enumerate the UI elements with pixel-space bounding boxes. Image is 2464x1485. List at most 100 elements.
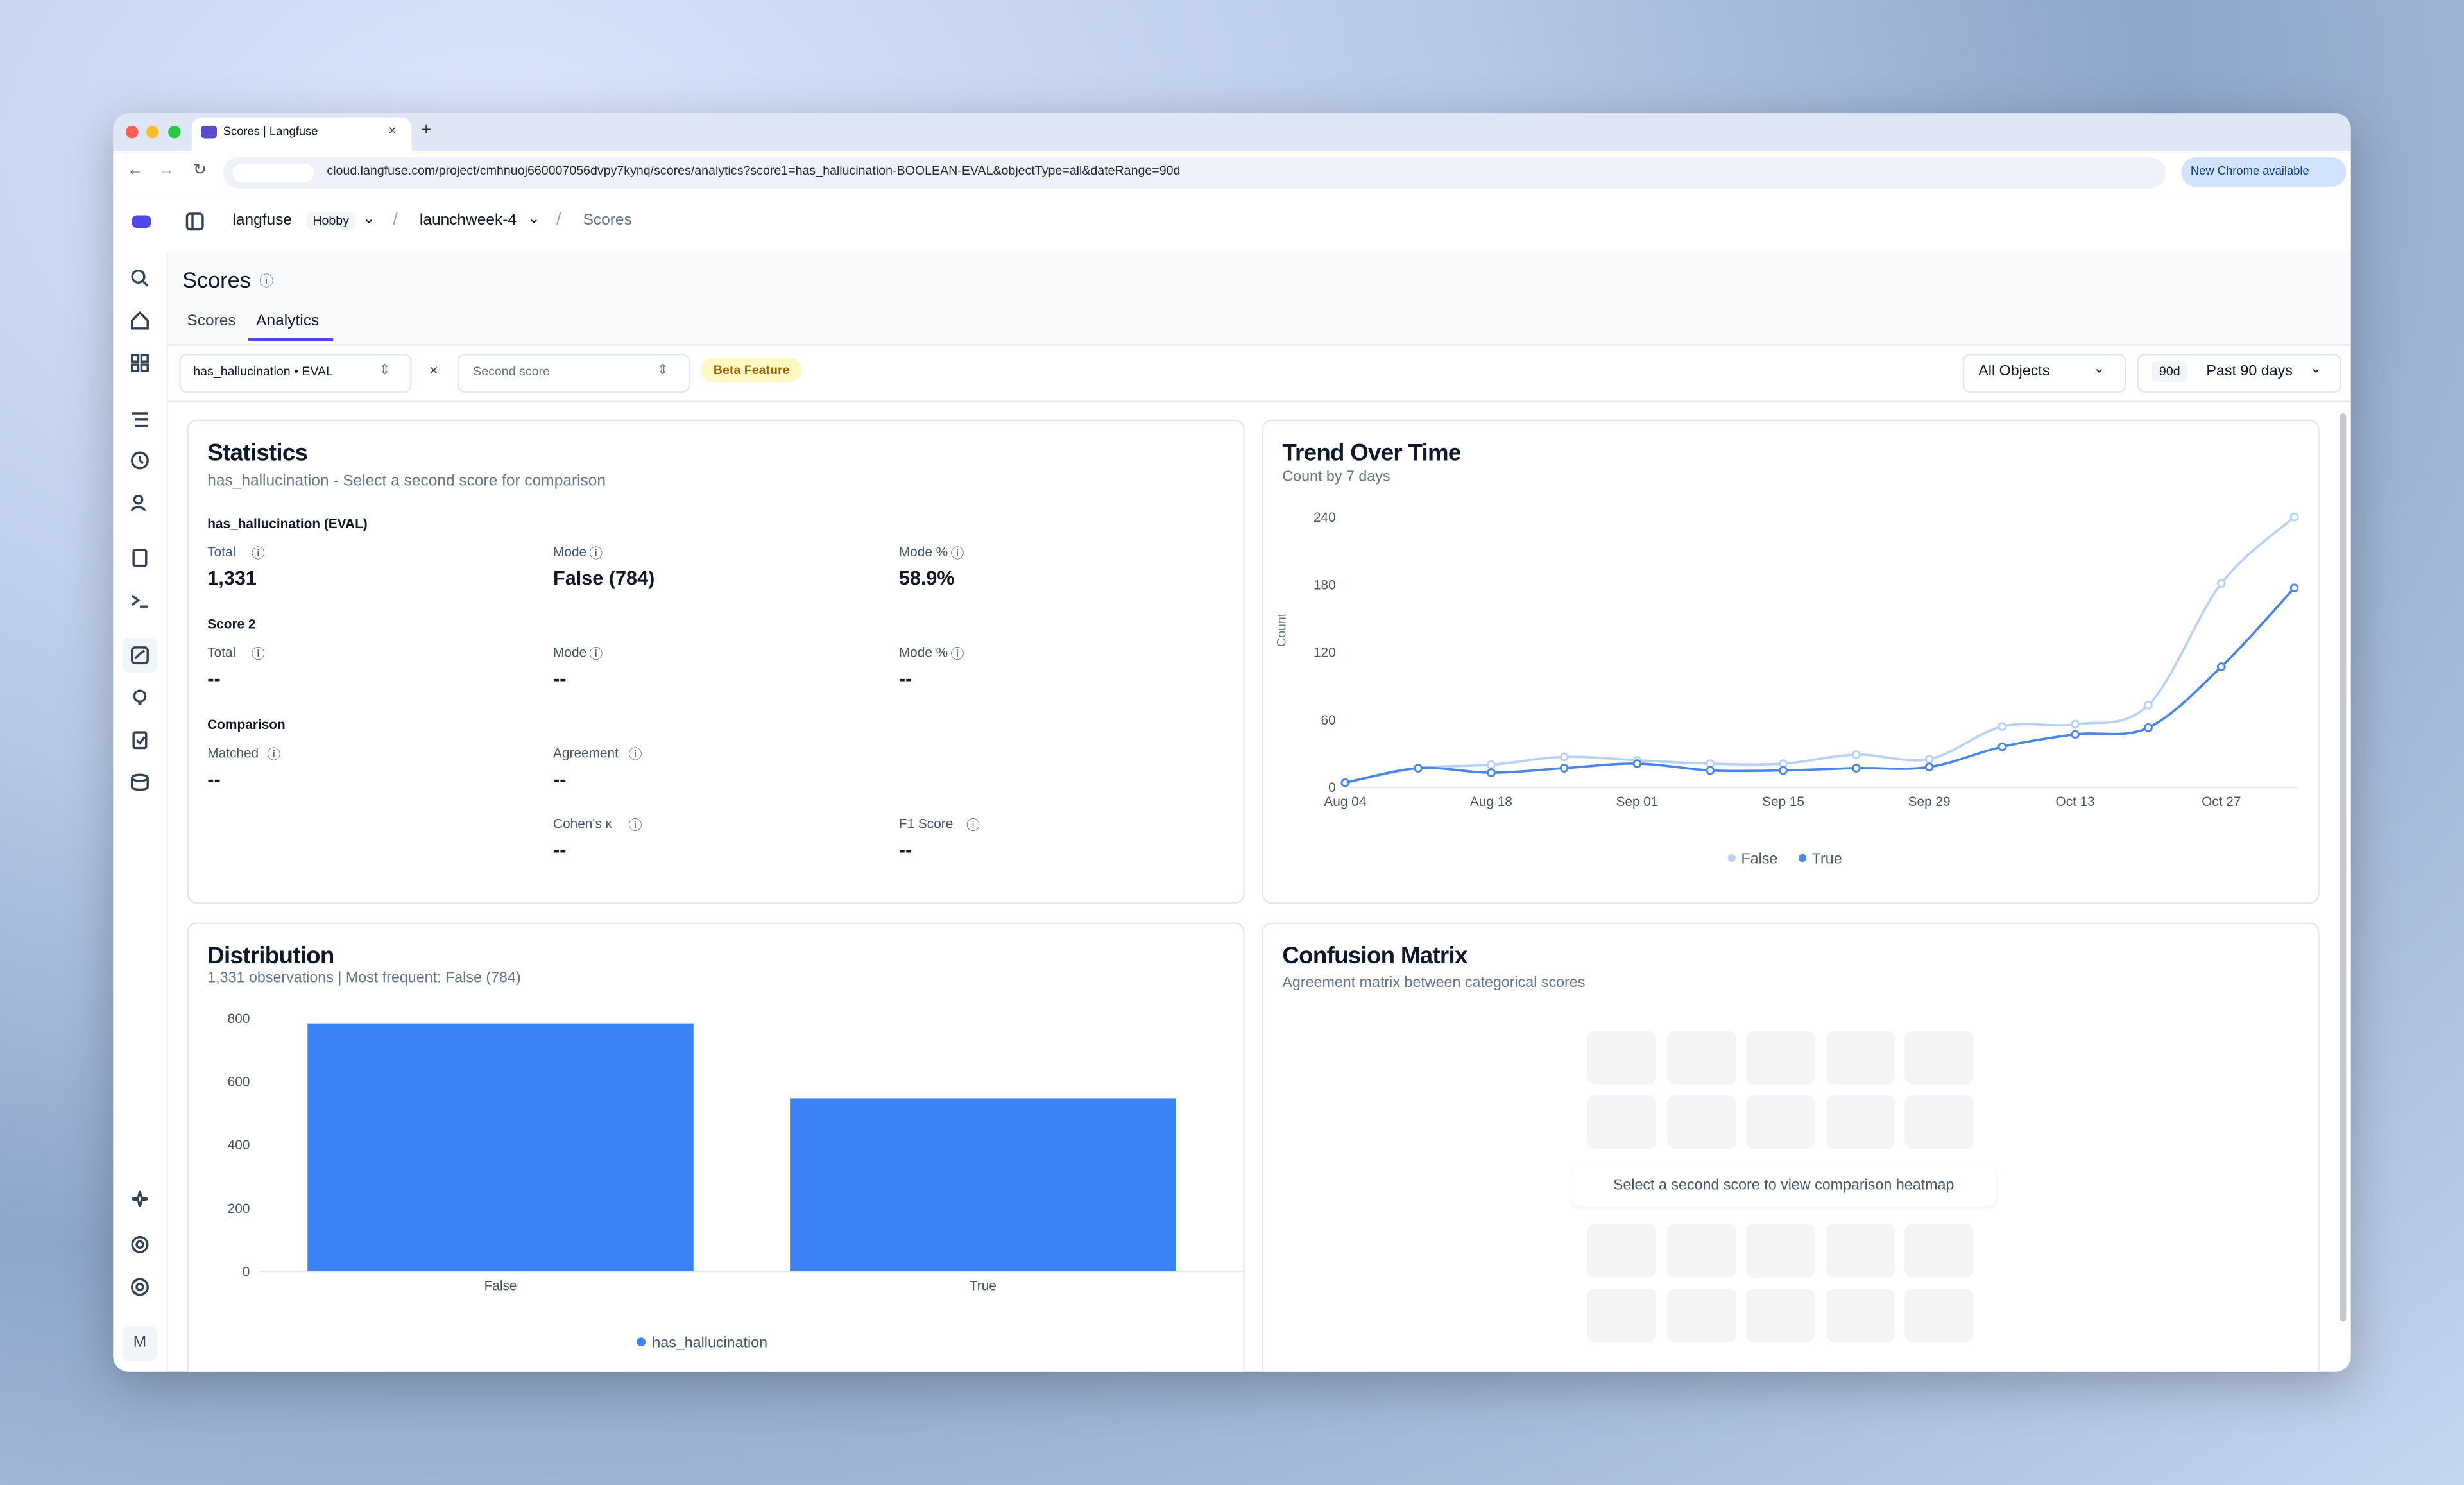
tab-active[interactable]: Analytics: [256, 313, 320, 330]
dashboard-icon[interactable]: [130, 354, 149, 372]
stat-value: False (784): [553, 567, 655, 590]
empty-message: Select a second score to view comparison…: [1571, 1165, 1996, 1207]
support-icon[interactable]: [130, 1278, 149, 1296]
sessions-icon[interactable]: [130, 451, 149, 470]
update-button[interactable]: [2181, 157, 2347, 187]
grid-cell: [1904, 1031, 1974, 1085]
stat-label: Agreement: [553, 744, 619, 761]
app-header: [113, 194, 2351, 253]
grid-cell: [1587, 1224, 1657, 1278]
playground-icon[interactable]: [130, 591, 149, 610]
annotation-icon[interactable]: [130, 731, 149, 750]
grid-cell: [1825, 1288, 1895, 1343]
data-point: [1414, 764, 1423, 773]
help-icon: ⓘ: [950, 646, 964, 662]
close-dot[interactable]: [125, 125, 139, 139]
score1-label: has_hallucination • EVAL: [193, 365, 334, 379]
data-point: [2071, 730, 2080, 739]
data-point: [1851, 764, 1861, 773]
favicon: [201, 125, 217, 139]
users-icon[interactable]: [130, 494, 149, 512]
range-label: Past 90 days: [2206, 363, 2293, 381]
search-icon[interactable]: [130, 269, 149, 288]
scrollbar[interactable]: [2340, 413, 2347, 1322]
select-chevrons: ⇕: [379, 361, 391, 377]
home-icon[interactable]: [130, 311, 149, 330]
reload[interactable]: ↻: [193, 162, 207, 180]
legend-swatch: [1798, 854, 1807, 863]
card-title: Confusion Matrix: [1282, 943, 1467, 970]
org-name[interactable]: langfuse: [232, 212, 293, 230]
help-icon: ⓘ: [267, 746, 281, 762]
back[interactable]: ←: [127, 162, 143, 180]
project-name[interactable]: launchweek-4: [419, 212, 517, 230]
stat-value: --: [553, 667, 567, 690]
y-tick-label: 400: [228, 1138, 250, 1153]
forward[interactable]: →: [158, 162, 175, 180]
page-title: Scores: [182, 267, 251, 293]
separator: /: [556, 210, 561, 230]
x-tick-label: Oct 27: [2202, 794, 2241, 809]
separator: /: [393, 210, 398, 230]
object-select[interactable]: [1962, 353, 2126, 393]
active-tab[interactable]: [191, 117, 412, 151]
series-line: [1344, 516, 2295, 784]
bar: [307, 1023, 694, 1271]
prompts-icon[interactable]: [130, 549, 149, 567]
grid-cell: [1587, 1288, 1657, 1343]
tab-title: Scores | Langfuse: [223, 124, 318, 139]
x-tick-label: True: [970, 1278, 997, 1293]
stat-label: Mode %: [898, 544, 948, 560]
info-icon[interactable]: ⓘ: [259, 273, 274, 289]
help-icon: ⓘ: [589, 646, 603, 662]
avatar[interactable]: M: [123, 1326, 157, 1361]
data-point: [1924, 762, 1934, 772]
datasets-icon[interactable]: [130, 773, 149, 792]
chevron[interactable]: ⌄: [363, 210, 375, 227]
stat-value: --: [207, 667, 221, 690]
card-title: Statistics: [207, 440, 308, 467]
bar: [790, 1098, 1176, 1271]
grid-cell: [1745, 1224, 1815, 1278]
data-point: [2216, 662, 2226, 671]
object-label: All Objects: [1978, 363, 2050, 381]
grid-cell: [1745, 1031, 1815, 1085]
data-point: [1706, 766, 1715, 775]
card-subtitle: has_hallucination - Select a second scor…: [207, 473, 606, 490]
chevron[interactable]: ⌄: [527, 210, 540, 227]
max-dot[interactable]: [168, 125, 181, 139]
stat-value: --: [553, 768, 567, 791]
card-title: Distribution: [207, 943, 334, 970]
clear-score[interactable]: ×: [429, 363, 438, 381]
data-point: [1779, 766, 1788, 775]
legend-label: False: [1741, 850, 1777, 867]
settings-icon[interactable]: [130, 1235, 149, 1254]
chevron: ⌄: [2310, 359, 2322, 376]
score2-select[interactable]: [457, 353, 690, 393]
tab-close[interactable]: ×: [388, 122, 397, 139]
help-icon: ⓘ: [251, 545, 265, 562]
score1-select[interactable]: [179, 353, 412, 393]
stat-label: Mode %: [898, 644, 948, 660]
traces-icon[interactable]: [130, 410, 149, 429]
evals-icon[interactable]: [130, 689, 149, 707]
series-line: [1344, 587, 2295, 784]
data-point: [2289, 583, 2299, 593]
site-info[interactable]: [232, 163, 314, 183]
sidebar-toggle[interactable]: [185, 212, 204, 231]
new-tab[interactable]: +: [421, 121, 432, 140]
help-icon: ⓘ: [251, 646, 265, 662]
tab[interactable]: Scores: [187, 313, 236, 330]
grid-cell: [1825, 1224, 1895, 1278]
logo[interactable]: [132, 215, 151, 228]
scores-icon[interactable]: [130, 646, 149, 665]
stat-label: F1 Score: [898, 815, 954, 832]
min-dot[interactable]: [146, 125, 159, 139]
tab-strip: [113, 113, 2351, 151]
help-icon: ⓘ: [628, 746, 642, 762]
address-bar[interactable]: [223, 157, 2166, 189]
ai-icon[interactable]: [130, 1190, 149, 1208]
stat-label: Mode: [553, 544, 587, 560]
data-point: [1851, 750, 1861, 759]
